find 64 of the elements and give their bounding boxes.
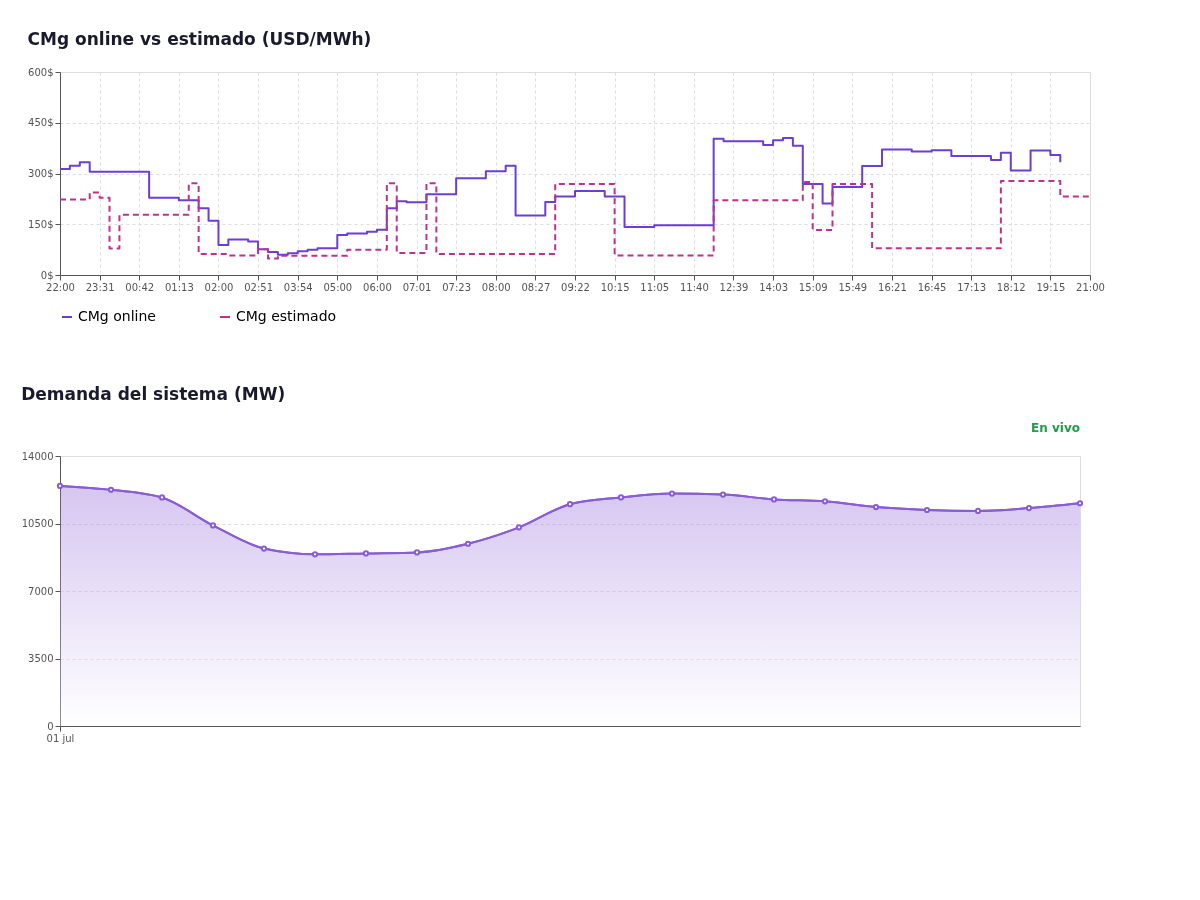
- x-tick-label: 23:31: [85, 281, 115, 293]
- x-tick-label: 14:03: [759, 281, 788, 293]
- point: [158, 494, 166, 501]
- x-tick-label: 15:49: [838, 281, 868, 293]
- point: [311, 551, 319, 558]
- x-tick-label: 11:40: [679, 281, 709, 293]
- x-tick-label: 16:45: [917, 281, 947, 293]
- chart-title: CMg online vs estimado (USD/MWh): [27, 29, 372, 49]
- y-tick-label: 450$: [28, 117, 54, 129]
- point: [974, 507, 982, 515]
- x-tick-label: 00:42: [125, 281, 155, 293]
- point: [464, 540, 472, 547]
- point: [260, 545, 268, 552]
- x-tick-label: 02:00: [204, 281, 234, 293]
- point: [770, 496, 778, 503]
- chart-title: Demanda del sistema (MW): [21, 384, 286, 404]
- point: [821, 498, 829, 505]
- y-tick-label: 150$: [28, 218, 54, 230]
- point: [56, 482, 64, 490]
- y-tick-label: 7000: [28, 585, 54, 597]
- x-tick-label: 17:13: [957, 281, 987, 293]
- y-tick-label: 0$: [40, 269, 54, 281]
- y-tick-label: 3500: [28, 653, 54, 664]
- x-tick-label: 10:15: [600, 281, 630, 293]
- legend-label: CMg online: [78, 308, 156, 324]
- y-tick-label: 0: [47, 720, 54, 732]
- y-tick-label: 600$: [28, 66, 54, 78]
- x-tick-label: 16:21: [878, 281, 907, 293]
- x-tick-label: 18:12: [996, 281, 1026, 293]
- x-tick-label: 01:13: [164, 281, 194, 293]
- x-tick-label: 21:00: [1076, 281, 1105, 293]
- point: [668, 490, 676, 497]
- x-tick-label: 12:39: [719, 281, 749, 293]
- x-tick-label: 19:15: [1036, 281, 1066, 293]
- x-tick-label: 03:54: [283, 281, 313, 293]
- point: [107, 486, 115, 493]
- point: [719, 491, 727, 498]
- x-tick-label: 08:00: [481, 281, 511, 293]
- x-tick-label: 15:09: [798, 281, 828, 293]
- point: [1025, 504, 1033, 512]
- legend-label: CMg estimado: [236, 308, 337, 324]
- x-tick-label: 06:00: [363, 281, 392, 293]
- point: [515, 524, 523, 531]
- point: [209, 522, 217, 529]
- point: [617, 494, 625, 501]
- point: [362, 550, 370, 557]
- point: [1076, 500, 1084, 507]
- y-tick-label: 14000: [21, 450, 54, 462]
- x-tick-label: 11:05: [640, 281, 670, 293]
- text: En vivo: [1031, 421, 1080, 435]
- point: [566, 501, 574, 508]
- x-tick-label: 01 jul: [46, 732, 75, 744]
- x-tick-label: 22:00: [46, 281, 75, 293]
- point: [872, 503, 880, 511]
- x-tick-label: 05:00: [323, 281, 353, 293]
- point: [923, 506, 931, 514]
- x-tick-label: 07:01: [402, 281, 432, 293]
- y-tick-label: 10500: [21, 518, 54, 529]
- x-tick-label: 07:23: [442, 281, 472, 293]
- x-tick-label: 02:51: [244, 281, 273, 293]
- x-tick-label: 08:27: [521, 281, 551, 293]
- y-tick-label: 300$: [28, 168, 54, 179]
- x-tick-label: 09:22: [561, 281, 590, 293]
- point: [413, 549, 421, 556]
